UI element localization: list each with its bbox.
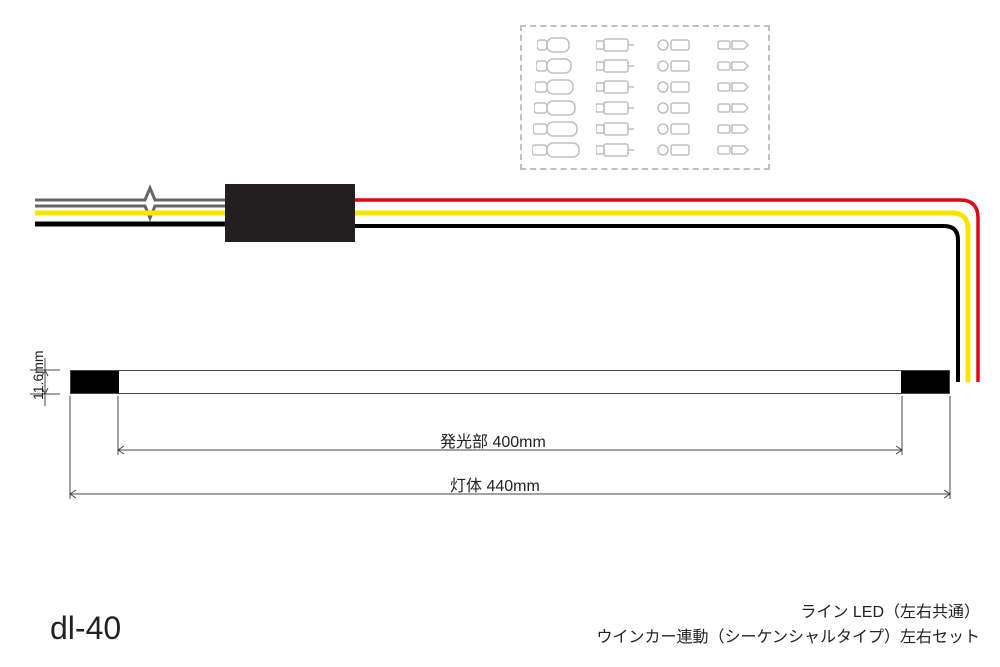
comp-icon-bottle bbox=[532, 79, 582, 96]
comp-icon-bottle bbox=[532, 141, 582, 158]
model-label: dl-40 bbox=[50, 610, 121, 647]
wire-svg-layer bbox=[0, 0, 1000, 667]
comp-icon-connector bbox=[592, 58, 641, 75]
control-box bbox=[225, 184, 355, 242]
body-dimension-label: 灯体 440mm bbox=[450, 472, 540, 496]
comp-icon-ring bbox=[651, 120, 700, 137]
comp-icon-bottle bbox=[532, 58, 582, 75]
light-part-dimension-label: 発光部 400mm bbox=[440, 428, 546, 452]
led-bar-right-end bbox=[901, 371, 949, 393]
led-bar-left-end bbox=[71, 371, 119, 393]
comp-icon-ring bbox=[651, 141, 700, 158]
comp-icon-connector bbox=[592, 37, 641, 54]
comp-icon-connector bbox=[592, 79, 641, 96]
comp-icon-ring bbox=[651, 79, 700, 96]
comp-icon-ring bbox=[651, 37, 700, 54]
component-icon-box bbox=[520, 25, 770, 170]
comp-icon-bottle bbox=[532, 37, 582, 54]
comp-icon-small-connector bbox=[709, 99, 758, 116]
diagram-canvas: 11.6mm 発光部 400mm 灯体 440mm dl-40 ライン LED（… bbox=[0, 0, 1000, 667]
component-icon-grid bbox=[522, 27, 768, 168]
comp-icon-bottle bbox=[532, 99, 582, 116]
led-bar-body bbox=[70, 370, 950, 394]
comp-icon-small-connector bbox=[709, 58, 758, 75]
product-line1: ライン LED（左右共通） bbox=[596, 600, 980, 626]
height-text: 11.6mm bbox=[30, 350, 46, 400]
light-part-text: 発光部 400mm bbox=[440, 434, 546, 451]
comp-icon-small-connector bbox=[709, 120, 758, 137]
comp-icon-bottle bbox=[532, 120, 582, 137]
comp-icon-small-connector bbox=[709, 141, 758, 158]
comp-icon-small-connector bbox=[709, 79, 758, 96]
product-description: ライン LED（左右共通） ウインカー連動（シーケンシャルタイプ）左右セット bbox=[596, 600, 980, 651]
comp-icon-ring bbox=[651, 58, 700, 75]
comp-icon-small-connector bbox=[709, 37, 758, 54]
height-dimension-label: 11.6mm bbox=[30, 350, 46, 400]
comp-icon-connector bbox=[592, 120, 641, 137]
comp-icon-connector bbox=[592, 141, 641, 158]
product-line2: ウインカー連動（シーケンシャルタイプ）左右セット bbox=[596, 625, 980, 651]
comp-icon-ring bbox=[651, 99, 700, 116]
body-dim-text: 灯体 440mm bbox=[450, 478, 540, 495]
comp-icon-connector bbox=[592, 99, 641, 116]
model-text: dl-40 bbox=[50, 610, 121, 646]
